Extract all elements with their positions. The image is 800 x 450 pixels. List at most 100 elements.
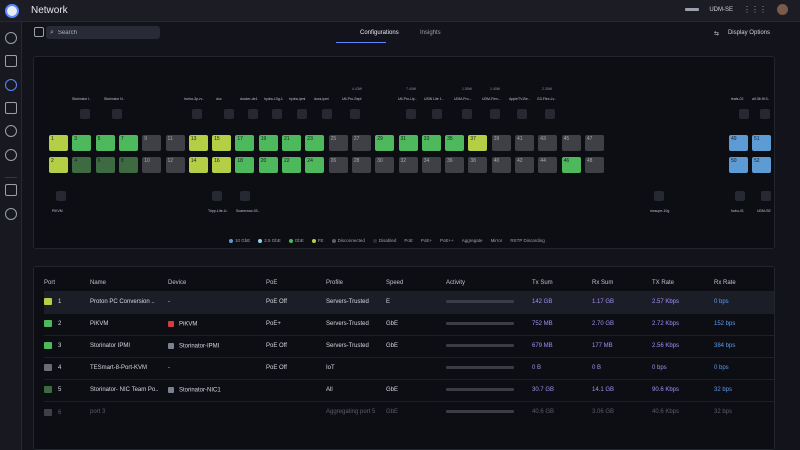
- switch-port[interactable]: 44: [538, 157, 558, 173]
- notifications-icon[interactable]: [5, 184, 17, 196]
- switch-port[interactable]: 34: [421, 157, 441, 173]
- switch-port[interactable]: 19: [258, 135, 278, 151]
- connected-device-icon[interactable]: [760, 109, 770, 119]
- security-icon[interactable]: [5, 125, 17, 137]
- switch-port[interactable]: 40: [491, 157, 511, 173]
- tab-insights[interactable]: Insights: [420, 30, 441, 36]
- display-options-icon[interactable]: ⇆: [713, 31, 719, 37]
- col-device[interactable]: Device: [168, 279, 187, 286]
- switch-port[interactable]: 47: [584, 135, 604, 151]
- col-activity[interactable]: Activity: [446, 279, 466, 286]
- switch-port[interactable]: 7: [118, 135, 138, 151]
- switch-port[interactable]: 18: [235, 157, 255, 173]
- switch-port[interactable]: 41: [515, 135, 534, 151]
- switch-port[interactable]: 42: [515, 157, 534, 173]
- connected-device-icon[interactable]: [654, 191, 664, 201]
- connected-device-icon[interactable]: [545, 109, 555, 119]
- col-port[interactable]: Port: [44, 279, 56, 286]
- connected-device-icon[interactable]: [490, 109, 500, 119]
- avatar[interactable]: [777, 4, 788, 15]
- tab-configurations[interactable]: Configurations: [360, 30, 399, 36]
- connected-device-icon[interactable]: [112, 109, 122, 119]
- connected-device-icon[interactable]: [224, 109, 234, 119]
- connected-device-icon[interactable]: [248, 109, 258, 119]
- unifi-logo-icon[interactable]: [5, 3, 19, 18]
- switch-port[interactable]: 31: [398, 135, 418, 151]
- switch-port[interactable]: 49: [729, 135, 748, 151]
- connected-device-icon[interactable]: [739, 109, 749, 119]
- switch-port[interactable]: 32: [398, 157, 418, 173]
- switch-port[interactable]: 24: [305, 157, 325, 173]
- connected-device-icon[interactable]: [272, 109, 282, 119]
- switch-port[interactable]: 3: [72, 135, 92, 151]
- connected-device-icon[interactable]: [350, 109, 360, 119]
- switch-port[interactable]: 46: [561, 157, 581, 173]
- switch-port[interactable]: 51: [752, 135, 771, 151]
- switch-port[interactable]: 15: [212, 135, 232, 151]
- switch-port[interactable]: 27: [351, 135, 371, 151]
- connected-device-icon[interactable]: [432, 109, 442, 119]
- switch-port[interactable]: 37: [468, 135, 488, 151]
- connected-device-icon[interactable]: [322, 109, 332, 119]
- switch-port[interactable]: 14: [188, 157, 208, 173]
- switch-port[interactable]: 6: [95, 157, 115, 173]
- insights-icon[interactable]: [5, 149, 17, 161]
- switch-port[interactable]: 5: [95, 135, 115, 151]
- switch-port[interactable]: 48: [584, 157, 604, 173]
- connected-device-icon[interactable]: [761, 191, 771, 201]
- switch-port[interactable]: 20: [258, 157, 278, 173]
- table-row[interactable]: 2 PiKVM PiKVM PoE+ Servers-Trusted GbE 752 MB 2…: [44, 312, 774, 335]
- switch-port[interactable]: 33: [421, 135, 441, 151]
- table-row[interactable]: 1 Proton PC Conversion .. - PoE Off Servers-…: [44, 290, 774, 313]
- settings-gear-icon[interactable]: [5, 208, 17, 220]
- search-box[interactable]: ⌕: [46, 26, 160, 39]
- device-selector[interactable]: UDM-SE: [709, 6, 733, 13]
- col-profile[interactable]: Profile: [326, 279, 344, 286]
- connected-device-icon[interactable]: [297, 109, 307, 119]
- switch-port[interactable]: 13: [188, 135, 208, 151]
- col-rx-rate[interactable]: Rx Rate: [714, 279, 736, 286]
- switch-port[interactable]: 4: [72, 157, 92, 173]
- switch-port[interactable]: 9: [142, 135, 162, 151]
- switch-port[interactable]: 11: [165, 135, 185, 151]
- connected-device-icon[interactable]: [240, 191, 250, 201]
- display-options-button[interactable]: Display Options: [727, 30, 770, 36]
- clients-icon[interactable]: [5, 102, 17, 114]
- switch-port[interactable]: 17: [235, 135, 255, 151]
- switch-port[interactable]: 16: [212, 157, 232, 173]
- dashboard-icon[interactable]: [5, 32, 17, 44]
- switch-port[interactable]: 22: [282, 157, 301, 173]
- table-row[interactable]: 3 Storinator IPMI Storinator-IPMI PoE Off Se…: [44, 334, 774, 357]
- col-poe[interactable]: PoE: [266, 279, 278, 286]
- switch-port[interactable]: 26: [328, 157, 348, 173]
- switch-port[interactable]: 39: [491, 135, 511, 151]
- switch-port[interactable]: 45: [561, 135, 581, 151]
- connected-device-icon[interactable]: [56, 191, 66, 201]
- switch-port[interactable]: 30: [375, 157, 395, 173]
- connected-device-icon[interactable]: [406, 109, 416, 119]
- devices-icon[interactable]: [5, 79, 17, 91]
- connected-device-icon[interactable]: [80, 109, 90, 119]
- switch-port[interactable]: 8: [118, 157, 138, 173]
- switch-port[interactable]: 25: [328, 135, 348, 151]
- col-speed[interactable]: Speed: [386, 279, 404, 286]
- search-input[interactable]: [57, 29, 148, 36]
- connected-device-icon[interactable]: [462, 109, 472, 119]
- switch-port[interactable]: 52: [752, 157, 771, 173]
- col-name[interactable]: Name: [90, 279, 107, 286]
- switch-port[interactable]: 43: [538, 135, 558, 151]
- connected-device-icon[interactable]: [212, 191, 222, 201]
- switch-port[interactable]: 28: [351, 157, 371, 173]
- switch-port[interactable]: 50: [729, 157, 748, 173]
- apps-grid-icon[interactable]: ⋮⋮⋮: [743, 5, 767, 14]
- col-tx-sum[interactable]: Tx Sum: [532, 279, 553, 286]
- connected-device-icon[interactable]: [192, 109, 202, 119]
- switch-port[interactable]: 2: [49, 157, 68, 173]
- table-row[interactable]: 5 Storinator- NIC Team Po.. Storinator-NIC…: [44, 378, 774, 401]
- switch-port[interactable]: 29: [375, 135, 395, 151]
- connected-device-icon[interactable]: [517, 109, 527, 119]
- switch-port[interactable]: 12: [165, 157, 185, 173]
- switch-port[interactable]: 23: [305, 135, 325, 151]
- table-row[interactable]: 6 port 3 Aggregating port 5 GbE 40.6 GB 3.06 …: [44, 400, 774, 423]
